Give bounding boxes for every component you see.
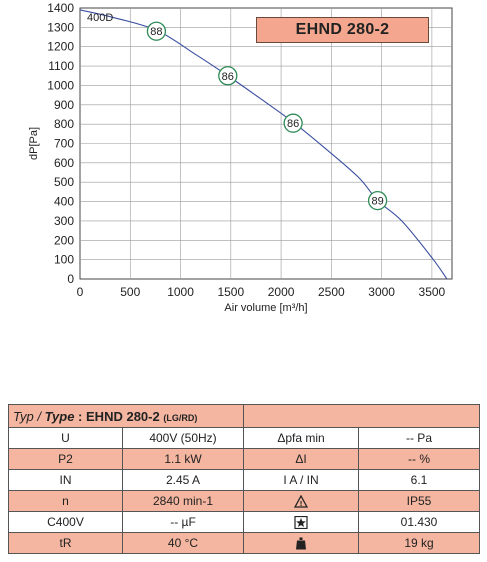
- type-suffix: (LG/RD): [163, 412, 198, 423]
- fan-curve-chart: 0 500 1000 1500 2000 2500 3000 3500 0 100 200 300 40…: [28, 1, 453, 314]
- efficiency-point: [218, 66, 238, 86]
- chart-ticks: 0 500 1000 1500 2000 2500 3000 3500 0 100 200 300 40…: [47, 1, 445, 299]
- y-tick-label: 1400: [47, 1, 74, 15]
- x-tick-label: 1500: [217, 285, 244, 299]
- efficiency-point-label: 86: [222, 71, 234, 83]
- typ-label: Typ /: [13, 408, 41, 424]
- x-tick-label: 1000: [167, 285, 194, 299]
- spec-table: Typ / Type : EHND 280-2 (LG/RD) U 400V (…: [8, 404, 480, 554]
- y-tick-label: 500: [54, 175, 74, 189]
- type-colon: :: [78, 408, 83, 424]
- x-tick-label: 2000: [268, 285, 295, 299]
- series-line: [79, 9, 448, 280]
- y-tick-label: 1000: [47, 78, 74, 92]
- y-tick-label: 100: [54, 253, 74, 267]
- spec-label: n: [8, 490, 123, 512]
- spec-row: U 400V (50Hz) Δpfa min -- Pa: [8, 427, 480, 449]
- type-label: Type: [44, 408, 75, 424]
- y-tick-label: 600: [54, 156, 74, 170]
- spec-param: Δpfa min: [243, 427, 359, 449]
- spec-type-cell: Typ / Type : EHND 280-2 (LG/RD): [8, 404, 244, 428]
- spec-param-value: 6.1: [358, 469, 480, 491]
- y-tick-label: 0: [67, 272, 74, 286]
- x-tick-label: 2500: [318, 285, 345, 299]
- y-tick-label: 200: [54, 233, 74, 247]
- type-value: EHND 280-2: [86, 408, 160, 424]
- spec-label: U: [8, 427, 123, 449]
- y-tick-label: 1100: [48, 59, 74, 73]
- chart-points: 88 86 86 89: [146, 21, 388, 211]
- spec-value: -- µF: [122, 511, 244, 533]
- svg-text:!: !: [300, 501, 302, 508]
- spec-value: 2840 min-1: [122, 490, 244, 512]
- efficiency-point-label: 89: [371, 196, 383, 208]
- x-tick-label: 500: [120, 285, 140, 299]
- spec-label: P2: [8, 448, 123, 470]
- model-label: EHND 280-2: [295, 21, 390, 38]
- spec-param-value: -- %: [358, 448, 480, 470]
- efficiency-point-label: 88: [150, 26, 162, 38]
- spec-value: 40 °C: [122, 532, 244, 554]
- efficiency-point: [367, 190, 388, 211]
- weight-icon: [243, 532, 359, 554]
- spec-value: 2.45 A: [122, 469, 244, 491]
- spec-label: C400V: [8, 511, 123, 533]
- efficiency-point-label: 86: [287, 118, 299, 130]
- y-tick-label: 800: [54, 117, 74, 131]
- x-tick-label: 3500: [419, 285, 446, 299]
- spec-param: I A / IN: [243, 469, 359, 491]
- spec-param: ΔI: [243, 448, 359, 470]
- spec-label: IN: [8, 469, 123, 491]
- y-axis-title: dP[Pa]: [28, 127, 40, 160]
- spec-row: n 2840 min-1 ! IP55: [8, 490, 480, 512]
- spec-row: tR 40 °C 19 kg: [8, 532, 480, 554]
- y-tick-label: 400: [54, 195, 74, 209]
- series-label: 400D: [87, 12, 113, 24]
- x-tick-label: 3000: [368, 285, 395, 299]
- spec-row: P2 1.1 kW ΔI -- %: [8, 448, 480, 470]
- warning-triangle-icon: !: [243, 490, 359, 512]
- spec-label: tR: [8, 532, 123, 554]
- spec-param-value: 19 kg: [358, 532, 480, 554]
- model-label-box: EHND 280-2: [256, 17, 429, 43]
- y-tick-label: 700: [54, 137, 74, 151]
- spec-param-value: -- Pa: [358, 427, 480, 449]
- x-tick-label: 0: [77, 285, 84, 299]
- y-tick-label: 900: [54, 98, 74, 112]
- spec-row: C400V -- µF 01.430: [8, 511, 480, 533]
- spec-value: 1.1 kW: [122, 448, 244, 470]
- spec-param-value: 01.430: [358, 511, 480, 533]
- spec-header-row: Typ / Type : EHND 280-2 (LG/RD): [8, 404, 480, 428]
- star-box-icon: [243, 511, 359, 533]
- chart-grid: [79, 7, 453, 280]
- chart-series: [79, 9, 448, 280]
- x-axis-title: Air volume [m³/h]: [224, 302, 307, 314]
- y-tick-label: 300: [54, 214, 74, 228]
- efficiency-point: [146, 21, 167, 41]
- spec-value: 400V (50Hz): [122, 427, 244, 449]
- y-tick-label: 1300: [47, 20, 74, 34]
- spec-param-value: IP55: [358, 490, 480, 512]
- efficiency-point: [283, 113, 303, 133]
- spec-header-blank: [243, 404, 480, 428]
- y-tick-label: 1200: [47, 40, 74, 54]
- spec-row: IN 2.45 A I A / IN 6.1: [8, 469, 480, 491]
